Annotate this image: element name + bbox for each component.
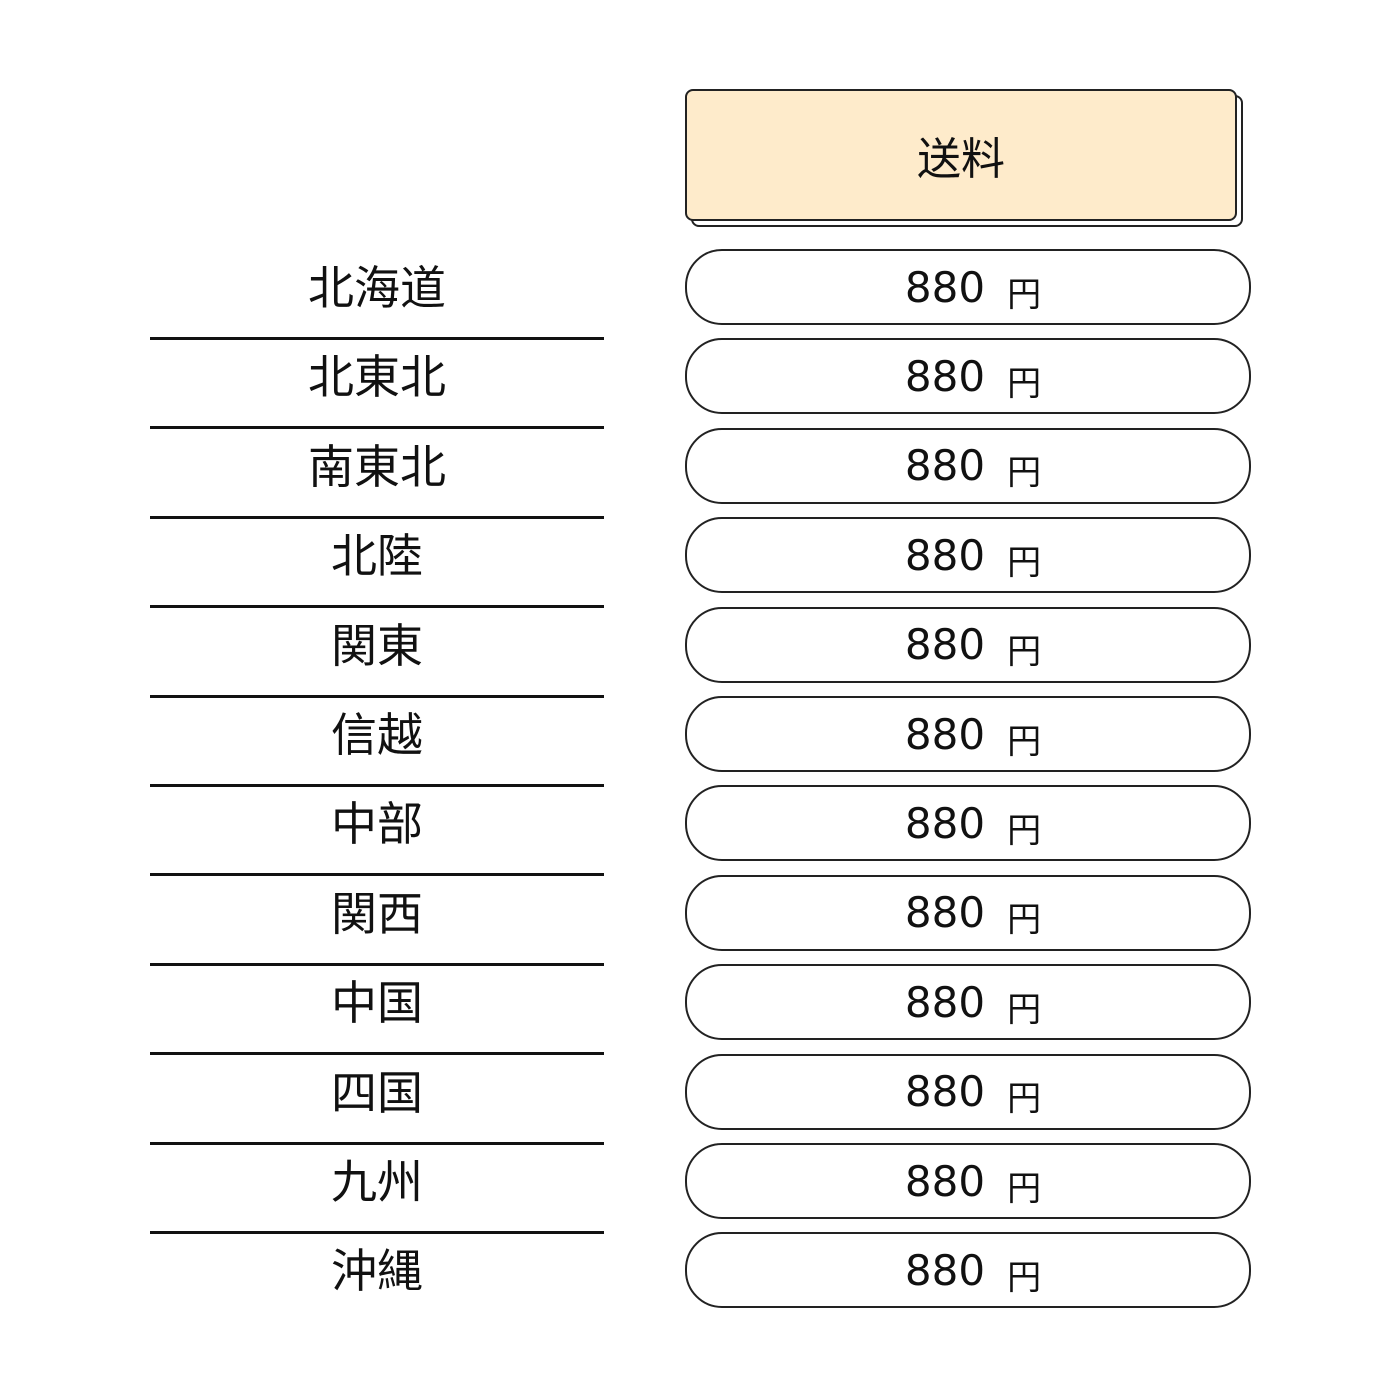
price-pill: 880 円 [685,1053,1251,1130]
price-value: 880 [904,1067,986,1117]
price-unit: 円 [1007,810,1042,851]
price-value: 880 [904,977,986,1027]
price-unit: 円 [1007,363,1042,404]
price-unit: 円 [1007,1079,1042,1120]
row-divider [150,1231,604,1234]
price-unit: 円 [1007,1257,1042,1298]
region-label: 信越 [331,708,423,762]
region-label: 南東北 [308,439,446,494]
price-pill: 880 円 [685,874,1251,951]
price-value: 880 [904,262,986,312]
price-unit: 円 [1007,274,1042,315]
price-pill: 880 円 [685,785,1251,862]
price-value: 880 [904,709,986,759]
price-pill: 880 円 [685,1143,1251,1219]
row-divider [150,962,604,966]
price-unit: 円 [1007,989,1042,1030]
row-divider [150,1141,604,1145]
price-unit: 円 [1007,453,1042,494]
price-value: 880 [904,441,986,491]
price-unit: 円 [1007,900,1042,941]
price-value: 880 [904,351,986,401]
region-label: 関東 [331,618,423,673]
row-divider [150,515,604,519]
region-label: 北東北 [308,350,446,405]
row-divider [150,873,604,877]
shipping-fee-header: 送料 [685,89,1237,221]
price-value: 880 [904,530,986,580]
region-label: 沖縄 [331,1244,423,1299]
header-label: 送料 [917,134,1005,185]
price-pill: 880 円 [685,696,1251,772]
price-unit: 円 [1007,542,1042,583]
row-divider [150,1052,604,1056]
region-label: 北陸 [331,529,423,584]
row-divider [150,694,604,698]
price-pill: 880 円 [685,427,1251,504]
price-pill: 880 円 [685,517,1251,594]
price-unit: 円 [1007,721,1042,762]
price-pill: 880 円 [685,338,1251,415]
price-value: 880 [904,888,986,938]
region-label: 北海道 [308,261,446,315]
price-pill: 880 円 [685,1232,1251,1309]
row-divider [150,605,604,609]
region-label: 関西 [331,886,423,941]
price-pill: 880 円 [685,606,1251,683]
row-divider [150,784,604,787]
price-value: 880 [904,1245,986,1295]
row-divider [150,426,604,430]
row-divider [150,337,604,340]
price-unit: 円 [1007,1168,1042,1209]
price-value: 880 [904,798,986,848]
price-pill: 880 円 [685,249,1251,325]
price-value: 880 [904,620,986,670]
region-label: 四国 [331,1065,423,1120]
price-pill: 880 円 [685,964,1251,1041]
price-value: 880 [904,1156,986,1206]
region-label: 中部 [331,797,423,852]
region-label: 九州 [331,1155,423,1209]
price-unit: 円 [1007,632,1042,673]
region-label: 中国 [331,976,423,1031]
